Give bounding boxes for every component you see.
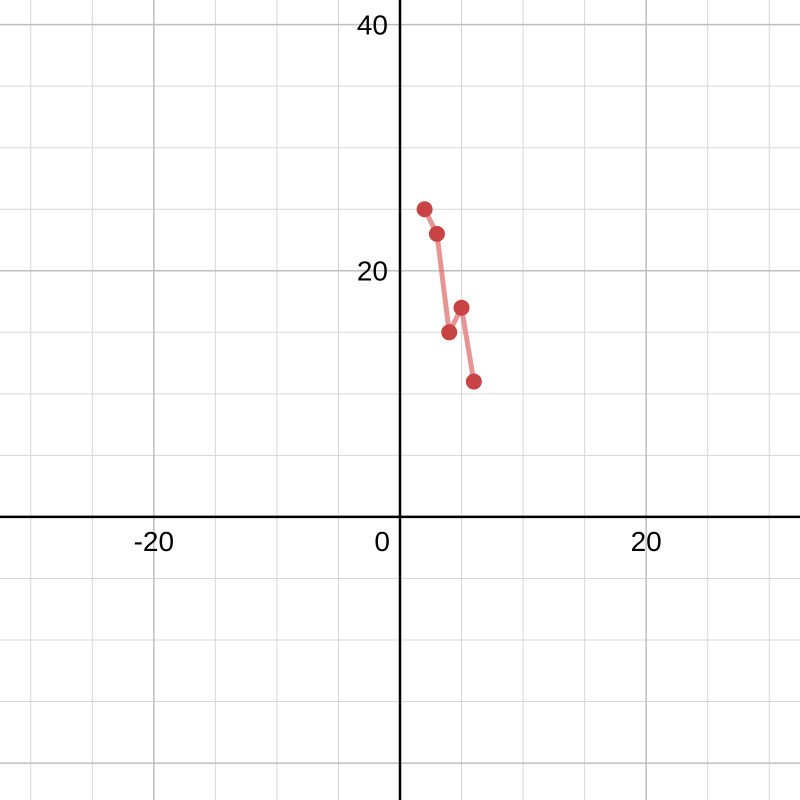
- x-tick-label: 0: [374, 526, 390, 557]
- data-point: [429, 226, 445, 242]
- data-point: [454, 300, 470, 316]
- data-point: [466, 374, 482, 390]
- x-tick-label: 20: [631, 526, 662, 557]
- data-point: [441, 324, 457, 340]
- y-tick-label: 20: [357, 256, 388, 287]
- x-tick-label: -20: [134, 526, 174, 557]
- coordinate-plane-chart: -20 0 20 20 40: [0, 0, 800, 800]
- y-tick-label: 40: [357, 9, 388, 40]
- data-point: [417, 201, 433, 217]
